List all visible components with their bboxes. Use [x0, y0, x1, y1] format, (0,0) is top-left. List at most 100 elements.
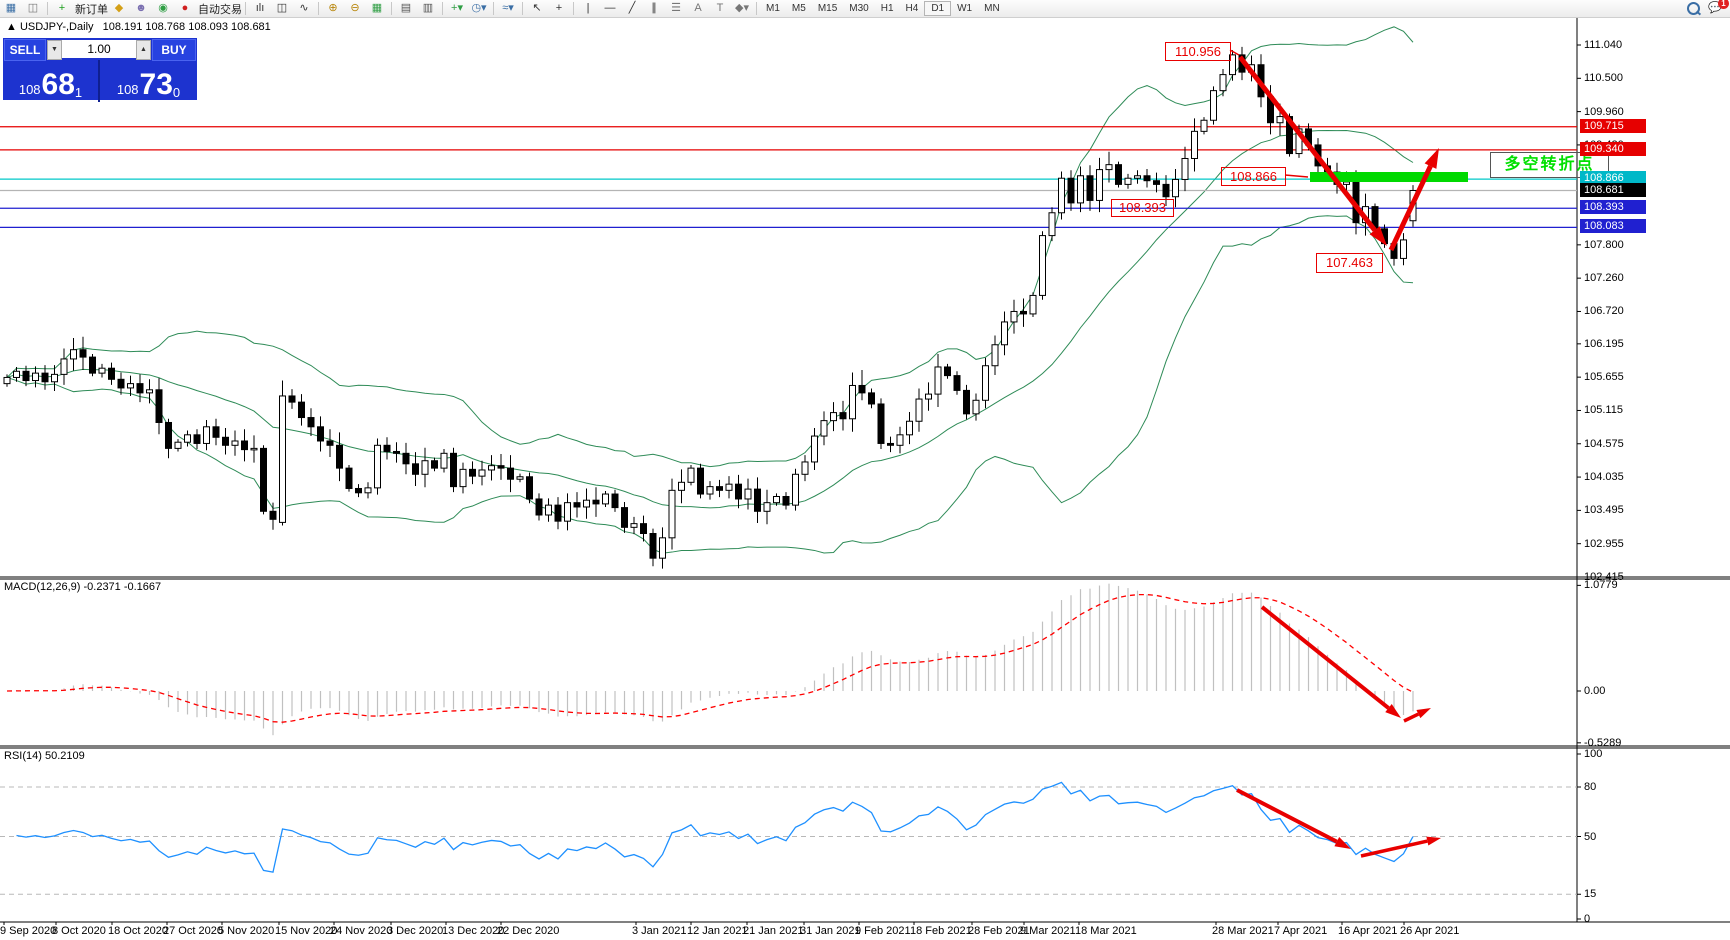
price-tick-label: 105.115 — [1584, 404, 1623, 417]
chart-profile-icon[interactable]: ◫ — [27, 2, 39, 14]
autotrade-label[interactable]: 自动交易 — [198, 3, 242, 16]
new-chart-icon[interactable]: ▦ — [5, 2, 17, 14]
date-axis-label: 24 Nov 2020 — [330, 925, 393, 937]
toolbar-separator — [47, 2, 48, 15]
candle-chart-icon[interactable]: ◫ — [276, 2, 288, 14]
zoom-in-icon[interactable]: ⊕ — [328, 2, 338, 14]
date-axis-label: 15 Nov 2020 — [275, 925, 338, 937]
buy-button[interactable]: BUY — [152, 39, 196, 61]
price-callout-label[interactable]: 110.956 — [1165, 42, 1231, 61]
rsi-axis-label: 80 — [1584, 781, 1597, 793]
date-axis-label: 3 Dec 2020 — [387, 925, 444, 937]
market-watch-icon[interactable]: ☻ — [135, 2, 147, 14]
price-level-badge[interactable]: 108.866 — [1580, 171, 1646, 186]
price-callout-label[interactable]: 108.393 — [1111, 199, 1174, 217]
price-tick-label: 104.575 — [1584, 437, 1624, 450]
chat-icon[interactable]: 💬 1 — [1705, 0, 1729, 16]
add-expert-icon[interactable]: +▾ — [451, 2, 463, 14]
main-toolbar: ▦ ◫ + 新订单 ◆ ☻ ◉ ● 自动交易 ılı ◫ ∿ ⊕ ⊖ ▦ ▤ ▥ +▾ ◷▾ ≈▾ ↖ + | — ╱ ∥ ☰ A T ◆… — [0, 0, 1730, 18]
fibo-icon[interactable]: ☰ — [671, 2, 681, 14]
zoom-out-icon[interactable]: ⊖ — [350, 2, 360, 14]
vline-icon[interactable]: | — [586, 2, 590, 14]
rsi-axis-label: 0 — [1584, 913, 1591, 925]
timeframe-button-m30[interactable]: M30 — [849, 3, 869, 14]
date-axis-label: 26 Apr 2021 — [1400, 925, 1460, 937]
date-axis-label: 13 Dec 2020 — [442, 925, 505, 937]
timeframe-button-w1[interactable]: W1 — [957, 3, 973, 14]
sell-button[interactable]: SELL — [4, 39, 46, 61]
text-icon[interactable]: A — [694, 2, 702, 14]
new-order-label[interactable]: 新订单 — [75, 3, 108, 16]
bar-chart-icon[interactable]: ılı — [255, 2, 265, 14]
date-axis-label: 28 Mar 2021 — [1212, 925, 1274, 937]
crosshair-icon[interactable]: + — [555, 2, 563, 14]
shapes-icon[interactable]: ◆▾ — [735, 2, 749, 14]
volume-down-button[interactable]: ▼ — [47, 40, 62, 60]
search-icon[interactable] — [1683, 1, 1703, 16]
channel-icon[interactable]: ∥ — [651, 2, 657, 14]
arrange-icon[interactable]: ▤ — [400, 2, 412, 14]
timeframe-button-h4[interactable]: H4 — [905, 3, 919, 14]
timeframe-button-h1[interactable]: H1 — [880, 3, 894, 14]
new-order-icon[interactable]: + — [58, 2, 66, 14]
tile-windows-icon[interactable]: ▦ — [371, 2, 383, 14]
signal-icon[interactable]: ◉ — [158, 2, 168, 14]
timeframe-button-m5[interactable]: M5 — [791, 3, 806, 14]
date-axis-label: 22 Dec 2020 — [497, 925, 560, 937]
price-tick-label: 105.655 — [1584, 371, 1624, 384]
price-callout-label[interactable]: 108.866 — [1221, 167, 1286, 186]
rsi-label: RSI(14) 50.2109 — [4, 750, 85, 762]
price-level-badge[interactable]: 108.681 — [1580, 182, 1646, 197]
price-tick-label: 104.035 — [1584, 471, 1624, 484]
cascade-icon[interactable]: ▥ — [422, 2, 434, 14]
price-tick-label: 111.040 — [1584, 39, 1623, 51]
indicators-icon[interactable]: ≈▾ — [502, 2, 514, 14]
date-axis-label: 9 Sep 2020 — [0, 925, 57, 937]
ohlc-values: 108.191 108.768 108.093 108.681 — [102, 21, 271, 33]
trendline-icon[interactable]: ╱ — [628, 2, 636, 14]
date-axis-label: 16 Apr 2021 — [1338, 925, 1398, 937]
timeframe-button-mn[interactable]: MN — [984, 3, 1000, 14]
broom-icon[interactable]: ◆ — [114, 2, 124, 14]
date-axis-label: 3 Jan 2021 — [632, 925, 687, 937]
price-level-badge[interactable]: 108.393 — [1580, 200, 1646, 215]
date-axis-label: 9 Mar 2021 — [1020, 925, 1076, 937]
price-callout-label[interactable]: 107.463 — [1316, 253, 1383, 273]
price-tick-label: 102.955 — [1584, 537, 1624, 550]
volume-input[interactable]: 1.00 — [62, 40, 136, 58]
timeframe-button-m1[interactable]: M1 — [766, 3, 780, 14]
timeframe-button-m15[interactable]: M15 — [817, 3, 838, 14]
timeframe-button-d1[interactable]: D1 — [924, 1, 952, 16]
cursor-icon[interactable]: ↖ — [532, 2, 542, 14]
bid-price-button[interactable]: 108 68 1 — [3, 60, 100, 102]
price-level-badge[interactable]: 109.340 — [1580, 141, 1646, 156]
symbol-title: ▲ USDJPY-,Daily 108.191 108.768 108.093 … — [6, 21, 271, 33]
macd-axis-label: 1.0779 — [1584, 579, 1618, 592]
toolbar-right: 💬 1 — [1682, 0, 1729, 16]
price-level-badge[interactable]: 109.715 — [1580, 118, 1646, 133]
bid-main: 68 — [41, 68, 75, 101]
toolbar-separator — [442, 2, 443, 15]
label-icon[interactable]: T — [716, 2, 724, 14]
ask-sup: 0 — [172, 85, 181, 100]
toolbar-separator — [391, 2, 392, 15]
price-tick-label: 109.960 — [1584, 105, 1624, 118]
rsi-axis-label: 15 — [1584, 888, 1597, 901]
ask-prefix: 108 — [116, 82, 139, 97]
line-chart-icon[interactable]: ∿ — [299, 2, 309, 14]
collapse-arrow-icon[interactable]: ▲ — [6, 21, 17, 33]
period-icon[interactable]: ◷▾ — [471, 2, 487, 14]
ask-price-button[interactable]: 108 73 0 — [100, 60, 197, 102]
hline-icon[interactable]: — — [604, 2, 616, 14]
toolbar-separator — [493, 2, 494, 15]
price-tick-label: 107.800 — [1584, 238, 1624, 251]
annotation-note[interactable]: 多空转折点 — [1490, 152, 1609, 178]
volume-up-button[interactable]: ▲ — [136, 40, 151, 60]
macd-label: MACD(12,26,9) -0.2371 -0.1667 — [4, 581, 162, 593]
date-axis-label: 5 Nov 2020 — [218, 925, 275, 937]
autotrade-icon[interactable]: ● — [181, 2, 189, 14]
price-level-badge[interactable]: 108.083 — [1580, 219, 1646, 234]
toolbar-separator — [756, 2, 757, 15]
